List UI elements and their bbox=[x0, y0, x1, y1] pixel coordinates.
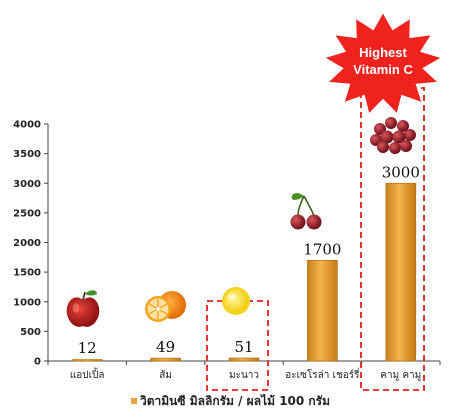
category-labels: แอปเปิ้ล ส้ม มะนาว อะเซโรล่า เชอร์รี่ คามู ค… bbox=[70, 367, 421, 381]
legend: วิตามินซี มิลลิกรัม / ผลไม้ 100 กรัม bbox=[131, 393, 330, 408]
category-label: ส้ม bbox=[159, 369, 172, 381]
burst-line-1: Highest bbox=[359, 45, 407, 60]
category-label: มะนาว bbox=[229, 370, 259, 381]
data-label: 51 bbox=[234, 338, 253, 356]
orange-icon bbox=[145, 291, 186, 322]
y-tick-label: 2500 bbox=[13, 208, 41, 219]
highest-vitamin-c-burst: Highest Vitamin C bbox=[325, 13, 441, 113]
data-label: 1700 bbox=[303, 240, 341, 258]
bar bbox=[385, 182, 417, 362]
data-label: 12 bbox=[78, 339, 97, 357]
lemon-icon bbox=[222, 287, 250, 315]
y-tick-label: 2000 bbox=[13, 238, 41, 249]
camu-camu-icon bbox=[370, 117, 416, 154]
apple-icon bbox=[66, 290, 100, 327]
y-tick-label: 4000 bbox=[13, 120, 41, 131]
category-label: อะเซโรล่า เชอร์รี่ bbox=[285, 367, 360, 381]
y-tick-label: 1500 bbox=[13, 268, 41, 279]
data-label: 49 bbox=[156, 338, 175, 356]
burst-line-2: Vitamin C bbox=[353, 62, 413, 77]
bar bbox=[71, 359, 103, 362]
y-tick-label: 1000 bbox=[13, 297, 41, 308]
category-label: แอปเปิ้ล bbox=[70, 367, 105, 381]
category-label: คามู คามู bbox=[380, 370, 421, 381]
y-tick-label: 3500 bbox=[13, 149, 41, 160]
y-tick-label: 3000 bbox=[13, 179, 41, 190]
cherry-icon bbox=[290, 192, 322, 230]
y-tick-label: 0 bbox=[34, 357, 41, 368]
data-labels: 12 49 51 1700 3000 bbox=[78, 163, 420, 357]
bars bbox=[71, 182, 417, 362]
legend-label: วิตามินซี มิลลิกรัม / ผลไม้ 100 กรัม bbox=[140, 393, 330, 408]
bar bbox=[228, 357, 260, 362]
legend-swatch bbox=[131, 398, 137, 404]
y-ticks: 0 500 1000 1500 2000 2500 3000 3500 4000 bbox=[13, 120, 48, 368]
x-ticks bbox=[47, 361, 441, 365]
y-tick-label: 500 bbox=[20, 327, 41, 338]
data-label: 3000 bbox=[382, 163, 420, 181]
bar bbox=[150, 357, 181, 362]
bar bbox=[307, 259, 338, 362]
